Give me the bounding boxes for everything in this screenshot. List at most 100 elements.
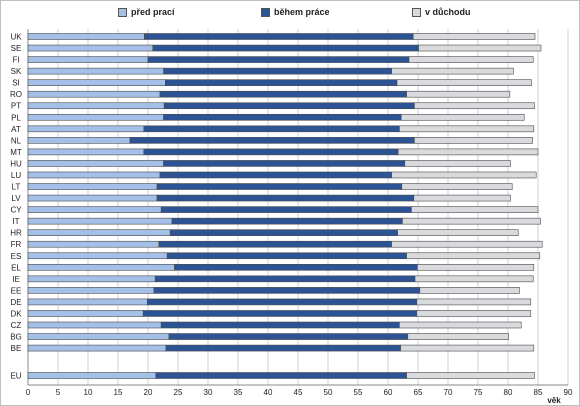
bar-segment [159, 171, 392, 179]
y-category-label: MT [10, 148, 22, 157]
x-tick-label: 5 [56, 388, 61, 397]
bar-segment [27, 113, 164, 121]
y-category-label: SI [12, 79, 20, 88]
bar-segment [27, 206, 162, 213]
y-category-label: RO [10, 90, 22, 99]
y-category-label: CY [10, 206, 22, 215]
bar-segment [27, 217, 173, 225]
legend-swatch-pred-praci [118, 7, 127, 17]
x-tick-label: 45 [294, 388, 303, 397]
bar-segment [418, 44, 542, 52]
y-category-label: NL [11, 136, 22, 145]
y-category-label: UK [10, 33, 22, 42]
bar-segment [168, 333, 409, 340]
bar-segment [400, 344, 535, 352]
bar-segment [27, 160, 164, 167]
y-category-label: LU [11, 171, 21, 180]
bar-segment [414, 275, 534, 283]
bar-segment [27, 148, 145, 156]
bar-segment [399, 125, 535, 133]
bar-segment [399, 321, 522, 329]
bar-segment [27, 321, 162, 329]
bar-segment [391, 171, 537, 179]
bar-segment [165, 344, 401, 352]
bar-segment [406, 90, 511, 98]
y-category-label: SK [11, 67, 22, 76]
bar-segment [27, 298, 148, 306]
y-category-label: BE [11, 344, 22, 353]
bar-segment [419, 287, 520, 294]
bar-segment [27, 344, 167, 352]
legend-swatch-v-duchodu [412, 7, 421, 17]
bar-segment [27, 79, 166, 86]
y-category-label: HR [10, 229, 22, 238]
bar-segment [27, 102, 165, 110]
x-tick-label: 70 [444, 388, 453, 397]
y-category-label: LT [12, 183, 21, 192]
bar-segment [160, 321, 400, 329]
bar-segment [402, 217, 541, 225]
x-tick-label: 20 [144, 388, 153, 397]
legend-item-behem-prace: během práce [261, 5, 330, 19]
y-category-label: FI [12, 56, 19, 65]
bar-segment [163, 67, 392, 75]
x-tick-label: 0 [26, 388, 31, 397]
bar-segment [27, 263, 175, 271]
bar-segment [416, 310, 532, 317]
bar-segment [397, 229, 519, 236]
bar-segment [27, 67, 164, 75]
bar-segment [27, 372, 157, 379]
bar-segment [159, 90, 407, 98]
bar-segment [154, 275, 416, 283]
x-tick-label: 10 [84, 388, 93, 397]
y-category-label: DE [10, 298, 21, 307]
bar-segment [408, 56, 534, 63]
bar-segment [163, 102, 415, 110]
bar-segment [160, 206, 412, 213]
x-tick-label: 30 [204, 388, 213, 397]
y-category-label: EU [10, 372, 21, 381]
bar-segment [129, 137, 415, 144]
y-category-label: EE [11, 286, 22, 295]
bar-segment [413, 194, 511, 202]
bar-segment [407, 333, 509, 340]
bar-segment [142, 310, 418, 317]
bar-segment [397, 148, 539, 156]
x-tick-label: 80 [504, 388, 513, 397]
y-category-label: AT [11, 125, 21, 134]
legend-label-pred-praci: před prací [131, 7, 175, 17]
x-axis-label: věk [547, 396, 561, 405]
bar-segment [165, 79, 398, 86]
bar-segment [417, 263, 535, 271]
bar-segment [406, 372, 535, 379]
bar-segment [27, 125, 145, 133]
bar-segment [144, 33, 414, 40]
y-category-label: IE [12, 275, 20, 284]
bar-segment [147, 298, 418, 306]
bar-segment [404, 160, 511, 167]
y-category-label: PL [11, 113, 21, 122]
bar-segment [153, 287, 421, 294]
bar-segment [401, 183, 513, 190]
bar-segment [156, 194, 415, 202]
bar-segment [156, 183, 403, 190]
bar-segment [143, 125, 400, 133]
bar-segment [414, 137, 533, 144]
bar-segment [391, 67, 514, 75]
y-category-label: FR [11, 240, 22, 249]
bar-segment [27, 240, 160, 248]
y-category-label: EL [11, 263, 21, 272]
bar-segment [27, 183, 158, 190]
y-category-label: BG [10, 333, 22, 342]
y-category-label: IT [12, 217, 19, 226]
legend-item-v-duchodu: v důchodu [412, 5, 471, 19]
x-tick-label: 55 [354, 388, 363, 397]
bar-segment [414, 102, 535, 110]
bar-segment [27, 33, 145, 40]
bar-segment [169, 229, 398, 236]
x-tick-label: 40 [264, 388, 273, 397]
x-tick-label: 50 [324, 388, 333, 397]
x-tick-label: 35 [234, 388, 243, 397]
bar-segment [27, 287, 155, 294]
